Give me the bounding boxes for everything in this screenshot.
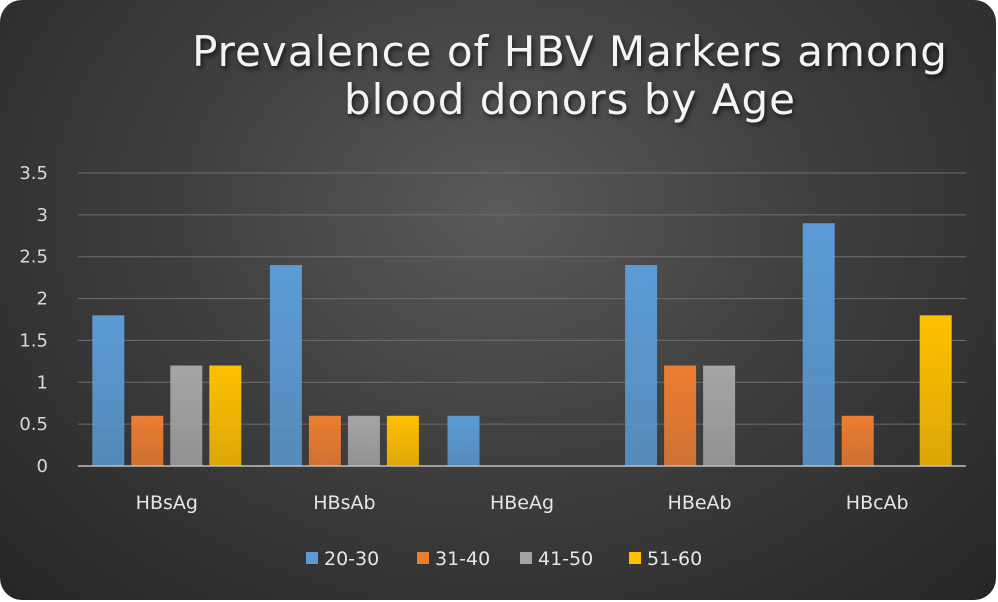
bar-hbeag-20-30 — [447, 415, 480, 466]
bar-hbsag-51-60 — [209, 365, 242, 466]
x-category-label: HBsAg — [136, 492, 198, 514]
bar-hbsag-41-50 — [170, 365, 203, 466]
legend-swatch — [629, 552, 641, 564]
y-tick-label: 2.5 — [19, 247, 48, 268]
legend-swatch — [520, 552, 532, 564]
bar-hbsab-20-30 — [269, 265, 302, 466]
bar-hbeab-20-30 — [625, 265, 658, 466]
bar-hbcab-20-30 — [802, 223, 835, 466]
bar-hbcab-51-60 — [919, 315, 952, 466]
legend: 20-30 31-40 41-50 51-60 — [306, 548, 702, 570]
bar-hbeab-41-50 — [703, 365, 736, 466]
y-axis-ticks: 0 0.5 1 1.5 2 2.5 3 3.5 — [19, 163, 48, 477]
legend-label: 41-50 — [538, 548, 593, 570]
bar-hbsab-51-60 — [386, 415, 419, 466]
bar-hbeab-31-40 — [664, 365, 697, 466]
chart-title: Prevalence of HBV Markers among blood do… — [192, 27, 948, 124]
y-tick-label: 3.5 — [19, 163, 48, 184]
legend-swatch — [306, 552, 318, 564]
legend-label: 31-40 — [435, 548, 490, 570]
legend-label: 20-30 — [324, 548, 379, 570]
x-category-label: HBeAg — [490, 492, 554, 514]
bar-hbcab-31-40 — [841, 415, 874, 466]
x-axis: HBsAg HBsAb HBeAg HBeAb HBcAb — [78, 465, 966, 514]
y-tick-label: 3 — [37, 205, 48, 226]
y-tick-label: 1 — [37, 372, 48, 393]
bars — [92, 223, 952, 466]
y-tick-label: 0 — [37, 456, 48, 477]
legend-label: 51-60 — [647, 548, 702, 570]
bar-hbsag-31-40 — [131, 415, 164, 466]
y-tick-label: 2 — [37, 289, 48, 310]
y-tick-label: 1.5 — [19, 330, 48, 351]
legend-swatch — [417, 552, 429, 564]
x-category-label: HBcAb — [846, 492, 909, 514]
x-category-label: HBsAb — [313, 492, 375, 514]
y-tick-label: 0.5 — [19, 414, 48, 435]
bar-hbsab-31-40 — [308, 415, 341, 466]
bar-hbsag-20-30 — [92, 315, 125, 466]
x-category-label: HBeAb — [668, 492, 732, 514]
bar-hbsab-41-50 — [347, 415, 380, 466]
